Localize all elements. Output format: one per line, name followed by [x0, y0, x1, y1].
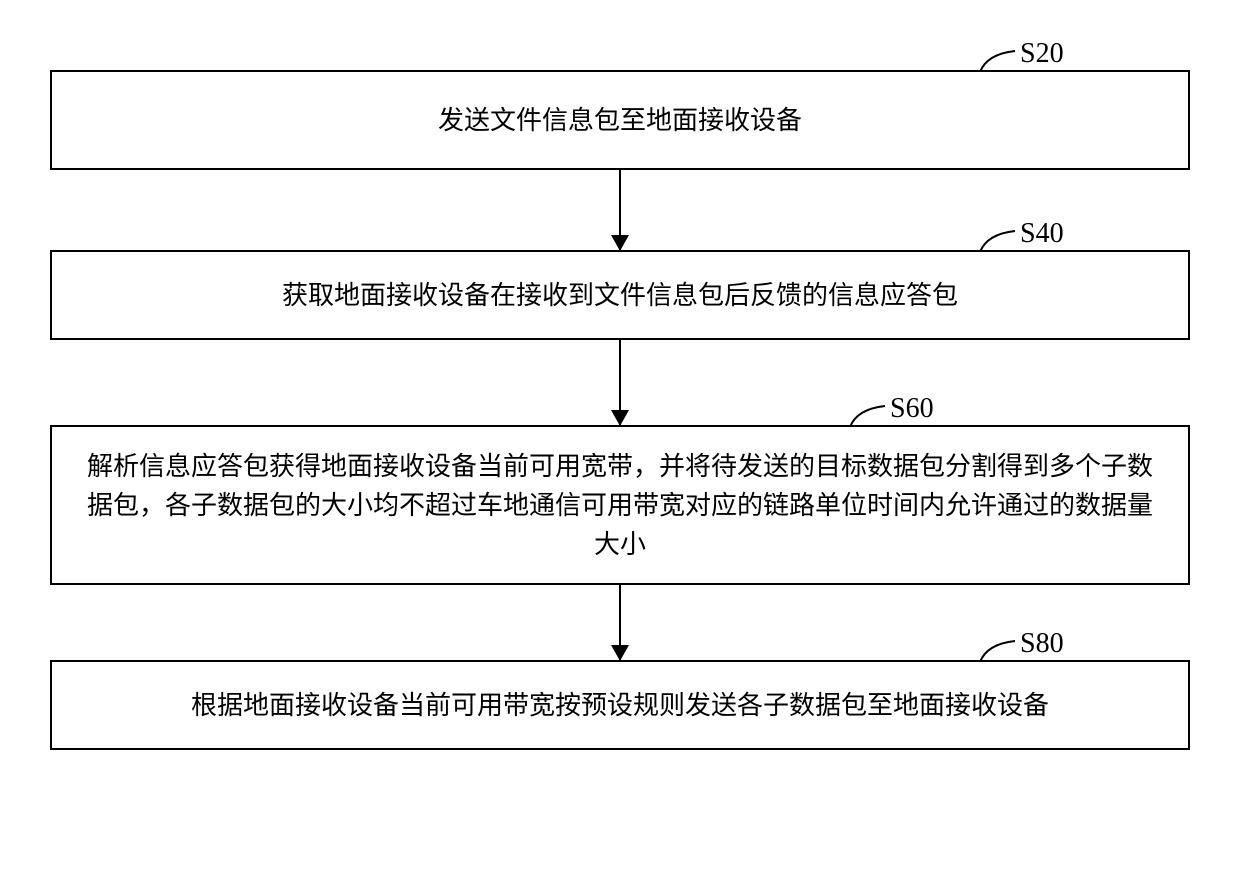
arrow-s40-s60 [50, 340, 1190, 425]
step-label-s80: S80 [1020, 628, 1064, 660]
step-box-s20: 发送文件信息包至地面接收设备 [50, 70, 1190, 170]
step-box-s80: 根据地面接收设备当前可用带宽按预设规则发送各子数据包至地面接收设备 [50, 660, 1190, 750]
step-text-s60: 解析信息应答包获得地面接收设备当前可用宽带，并将待发送的目标数据包分割得到多个子… [82, 447, 1158, 564]
step-text-s20: 发送文件信息包至地面接收设备 [438, 101, 802, 140]
flowchart-container: S20 发送文件信息包至地面接收设备 S40 获取地面接收设备在接收到文件信息包… [50, 30, 1190, 750]
step-box-s60: 解析信息应答包获得地面接收设备当前可用宽带，并将待发送的目标数据包分割得到多个子… [50, 425, 1190, 585]
step-label-s60: S60 [890, 393, 934, 425]
arrow-line [619, 340, 621, 425]
arrow-line [619, 170, 621, 250]
step-text-s80: 根据地面接收设备当前可用带宽按预设规则发送各子数据包至地面接收设备 [191, 686, 1049, 725]
step-label-s40: S40 [1020, 218, 1064, 250]
arrow-line [619, 585, 621, 660]
step-text-s40: 获取地面接收设备在接收到文件信息包后反馈的信息应答包 [282, 276, 958, 315]
label-wrapper-s20: S20 [50, 30, 1190, 70]
step-box-s40: 获取地面接收设备在接收到文件信息包后反馈的信息应答包 [50, 250, 1190, 340]
step-label-s20: S20 [1020, 38, 1064, 70]
